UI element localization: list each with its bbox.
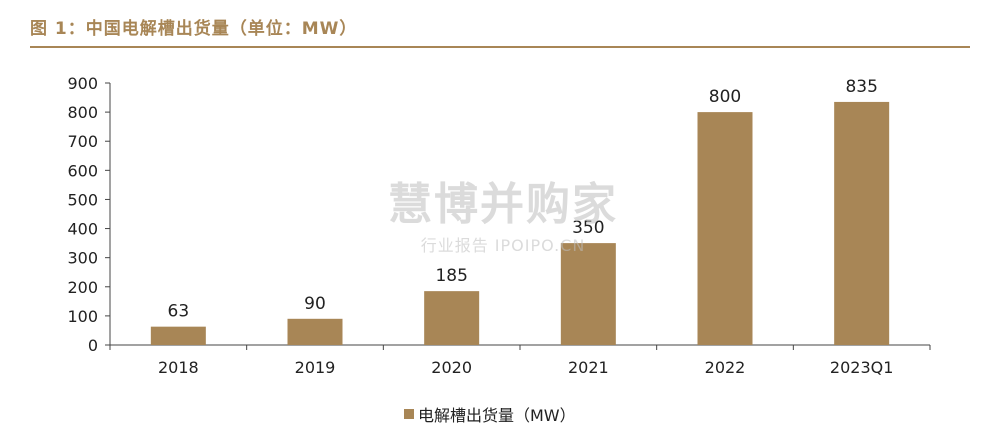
y-tick-label: 500 <box>67 190 98 209</box>
y-tick-label: 200 <box>67 278 98 297</box>
y-tick-label: 800 <box>67 103 98 122</box>
bar <box>560 243 616 345</box>
y-tick-label: 300 <box>67 249 98 268</box>
data-label: 835 <box>845 77 877 97</box>
y-tick-label: 0 <box>88 336 98 355</box>
x-tick-label: 2023Q1 <box>830 358 894 377</box>
data-label: 350 <box>572 218 604 238</box>
data-label: 63 <box>168 302 190 322</box>
y-tick-label: 900 <box>67 74 98 93</box>
legend-swatch <box>404 409 414 419</box>
bar <box>150 326 206 345</box>
bar <box>834 101 890 345</box>
legend-label: 电解槽出货量（MW） <box>418 406 576 425</box>
x-tick-label: 2019 <box>295 358 336 377</box>
bar <box>424 291 480 345</box>
data-label: 185 <box>435 266 467 286</box>
x-tick-label: 2022 <box>705 358 746 377</box>
x-tick-label: 2020 <box>431 358 472 377</box>
bar <box>287 318 343 345</box>
y-tick-label: 400 <box>67 220 98 239</box>
title-divider <box>30 46 970 48</box>
data-label: 90 <box>304 294 326 314</box>
figure-title: 图 1：中国电解槽出货量（单位：MW） <box>30 19 358 39</box>
data-label: 800 <box>709 87 741 107</box>
x-tick-label: 2018 <box>158 358 199 377</box>
legend: 电解槽出货量（MW） <box>404 402 576 426</box>
x-tick-label: 2021 <box>568 358 609 377</box>
y-tick-label: 600 <box>67 161 98 180</box>
bar <box>697 112 753 345</box>
y-tick-label: 700 <box>67 132 98 151</box>
y-tick-label: 100 <box>67 307 98 326</box>
